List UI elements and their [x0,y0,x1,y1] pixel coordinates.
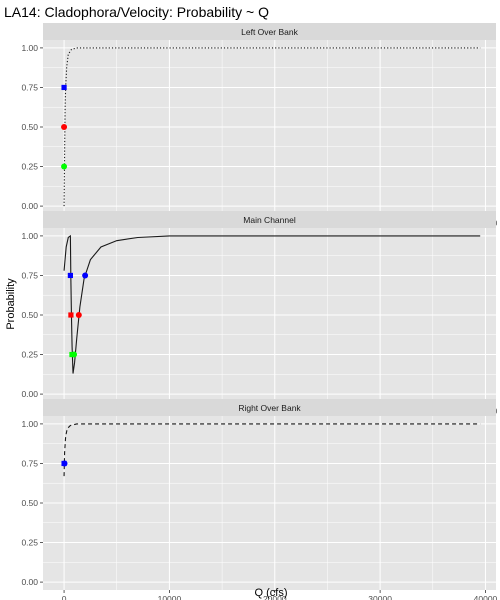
x-tick-label: 20000 [263,594,287,600]
circle-marker [61,460,68,467]
facet-strip [43,211,496,228]
y-tick-label: 0.25 [21,538,38,548]
circle-marker [75,312,82,318]
facet-strip [43,399,496,416]
facet-strip-label: Right Over Bank [238,403,301,413]
facet-panel: Right Over Bank 0 10000 20000 30000 40000 0.00… [21,399,498,600]
y-tick-label: 0.50 [21,310,38,320]
y-tick-label: 1.00 [21,43,38,53]
x-tick-label: 10000 [158,594,182,600]
x-tick-label: 30000 [368,594,392,600]
y-tick-label: 0.00 [21,389,38,399]
square-marker [61,84,67,91]
y-axis-title: Probability [5,278,17,330]
facet-panel: Left Over Bank0100002000030000400000.000… [21,23,498,228]
square-marker [67,272,73,279]
y-tick-label: 0.75 [21,82,38,92]
y-tick-label: 1.00 [21,231,38,241]
y-tick-label: 0.50 [21,498,38,508]
facet-strip-label: Main Channel [243,215,296,225]
y-tick-label: 0.25 [21,350,38,360]
facet-strip [43,23,496,40]
probability-curve [63,47,481,207]
y-tick-label: 1.00 [21,419,38,429]
facet-panel: Main Channel0100002000030000400000.000.2… [21,211,498,416]
probability-curve [63,423,481,477]
probability-curve [63,234,481,374]
x-axis-title: Q (cfs) [255,587,288,599]
x-tick-label: 40000 [474,594,498,600]
y-tick-label: 0.00 [21,201,38,211]
y-tick-label: 0.25 [21,162,38,172]
facet-panels: Left Over Bank 0 10000 20000 30000 40000 0.00 0… [21,23,498,600]
circle-marker [61,124,68,130]
square-marker [68,312,74,318]
y-tick-label: 0.50 [21,122,38,132]
facet-strip-label: Left Over Bank [241,27,298,37]
x-tick-label: 0 [62,594,67,600]
y-tick-label: 0.75 [21,270,38,280]
y-tick-label: 0.00 [21,577,38,587]
circle-marker [71,351,78,358]
chart-title: LA14: Cladophora/Velocity: Probability ~… [4,4,269,20]
circle-marker [82,272,89,279]
y-tick-label: 0.75 [21,458,38,468]
circle-marker [61,163,68,170]
